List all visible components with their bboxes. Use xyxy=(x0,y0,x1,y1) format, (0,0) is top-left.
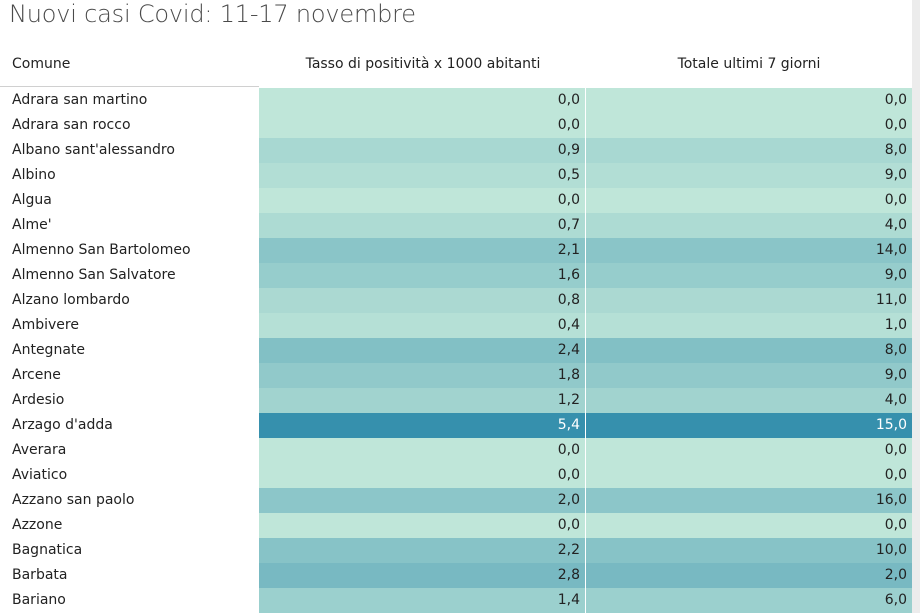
cell-comune: Aviatico xyxy=(12,467,68,483)
cell-tasso: 0,0 xyxy=(259,88,585,113)
cell-comune: Azzone xyxy=(12,517,63,533)
cell-comune: Bariano xyxy=(12,592,66,608)
table-body: Adrara san martino 0,0 0,0 Adrara san rocco… xyxy=(0,88,920,613)
cell-tasso: 0,0 xyxy=(259,463,585,488)
cell-totale: 1,0 xyxy=(586,313,912,338)
cell-totale: 0,0 xyxy=(586,513,912,538)
table-row[interactable]: Albano sant'alessandro 0,9 8,0 xyxy=(0,138,920,163)
cell-tasso: 0,0 xyxy=(259,513,585,538)
table-row[interactable]: Barbata 2,8 2,0 xyxy=(0,563,920,588)
cell-tasso: 5,4 xyxy=(259,413,585,438)
cell-comune: Arcene xyxy=(12,367,61,383)
cell-tasso: 0,0 xyxy=(259,188,585,213)
table-row[interactable]: Almenno San Bartolomeo 2,1 14,0 xyxy=(0,238,920,263)
cell-totale: 10,0 xyxy=(586,538,912,563)
cell-tasso: 0,8 xyxy=(259,288,585,313)
column-header-tasso[interactable]: Tasso di positività x 1000 abitanti xyxy=(305,56,541,72)
table-row[interactable]: Bagnatica 2,2 10,0 xyxy=(0,538,920,563)
cell-totale: 16,0 xyxy=(586,488,912,513)
cell-totale: 6,0 xyxy=(586,588,912,613)
cell-tasso: 2,8 xyxy=(259,563,585,588)
cell-tasso: 2,0 xyxy=(259,488,585,513)
page-title: Nuovi casi Covid: 11-17 novembre xyxy=(9,0,416,28)
column-header-comune[interactable]: Comune xyxy=(12,56,71,72)
cell-comune: Albano sant'alessandro xyxy=(12,142,175,158)
table-row[interactable]: Azzano san paolo 2,0 16,0 xyxy=(0,488,920,513)
cell-tasso: 1,6 xyxy=(259,263,585,288)
cell-totale: 0,0 xyxy=(586,188,912,213)
cell-tasso: 0,0 xyxy=(259,438,585,463)
cell-tasso: 0,7 xyxy=(259,213,585,238)
cell-comune: Almenno San Bartolomeo xyxy=(12,242,191,258)
table-row[interactable]: Antegnate 2,4 8,0 xyxy=(0,338,920,363)
cell-comune: Ambivere xyxy=(12,317,79,333)
table-row[interactable]: Arcene 1,8 9,0 xyxy=(0,363,920,388)
table-row[interactable]: Ambivere 0,4 1,0 xyxy=(0,313,920,338)
cell-comune: Alme' xyxy=(12,217,52,233)
cell-totale: 8,0 xyxy=(586,338,912,363)
table-row[interactable]: Adrara san martino 0,0 0,0 xyxy=(0,88,920,113)
cell-totale: 9,0 xyxy=(586,263,912,288)
cell-comune: Adrara san rocco xyxy=(12,117,131,133)
cell-comune: Ardesio xyxy=(12,392,65,408)
cell-totale: 14,0 xyxy=(586,238,912,263)
header-divider xyxy=(0,86,259,87)
table-row[interactable]: Alme' 0,7 4,0 xyxy=(0,213,920,238)
cell-totale: 15,0 xyxy=(586,413,912,438)
cell-tasso: 1,2 xyxy=(259,388,585,413)
table-row[interactable]: Averara 0,0 0,0 xyxy=(0,438,920,463)
column-header-totale[interactable]: Totale ultimi 7 giorni xyxy=(677,56,821,72)
cell-tasso: 0,9 xyxy=(259,138,585,163)
cell-tasso: 1,8 xyxy=(259,363,585,388)
cell-comune: Algua xyxy=(12,192,52,208)
table-row[interactable]: Arzago d'adda 5,4 15,0 xyxy=(0,413,920,438)
cell-comune: Averara xyxy=(12,442,67,458)
scrollbar-track[interactable] xyxy=(912,0,920,613)
cell-tasso: 2,2 xyxy=(259,538,585,563)
table-row[interactable]: Almenno San Salvatore 1,6 9,0 xyxy=(0,263,920,288)
cell-totale: 0,0 xyxy=(586,438,912,463)
cell-comune: Alzano lombardo xyxy=(12,292,130,308)
cell-tasso: 1,4 xyxy=(259,588,585,613)
cell-totale: 11,0 xyxy=(586,288,912,313)
cell-totale: 0,0 xyxy=(586,113,912,138)
table-row[interactable]: Aviatico 0,0 0,0 xyxy=(0,463,920,488)
cell-comune: Albino xyxy=(12,167,56,183)
cell-totale: 9,0 xyxy=(586,163,912,188)
cell-tasso: 0,4 xyxy=(259,313,585,338)
table-row[interactable]: Adrara san rocco 0,0 0,0 xyxy=(0,113,920,138)
table-row[interactable]: Alzano lombardo 0,8 11,0 xyxy=(0,288,920,313)
cell-totale: 0,0 xyxy=(586,88,912,113)
table-row[interactable]: Albino 0,5 9,0 xyxy=(0,163,920,188)
cell-comune: Almenno San Salvatore xyxy=(12,267,176,283)
cell-comune: Barbata xyxy=(12,567,68,583)
cell-comune: Azzano san paolo xyxy=(12,492,135,508)
cell-comune: Adrara san martino xyxy=(12,92,148,108)
cell-totale: 9,0 xyxy=(586,363,912,388)
cell-tasso: 2,4 xyxy=(259,338,585,363)
cell-totale: 0,0 xyxy=(586,463,912,488)
table-row[interactable]: Ardesio 1,2 4,0 xyxy=(0,388,920,413)
table-row[interactable]: Azzone 0,0 0,0 xyxy=(0,513,920,538)
cell-comune: Bagnatica xyxy=(12,542,83,558)
cell-totale: 4,0 xyxy=(586,213,912,238)
cell-comune: Arzago d'adda xyxy=(12,417,113,433)
cell-comune: Antegnate xyxy=(12,342,85,358)
cell-totale: 2,0 xyxy=(586,563,912,588)
cell-totale: 4,0 xyxy=(586,388,912,413)
cell-tasso: 2,1 xyxy=(259,238,585,263)
table-row[interactable]: Algua 0,0 0,0 xyxy=(0,188,920,213)
cell-totale: 8,0 xyxy=(586,138,912,163)
cell-tasso: 0,0 xyxy=(259,113,585,138)
table-row[interactable]: Bariano 1,4 6,0 xyxy=(0,588,920,613)
cell-tasso: 0,5 xyxy=(259,163,585,188)
